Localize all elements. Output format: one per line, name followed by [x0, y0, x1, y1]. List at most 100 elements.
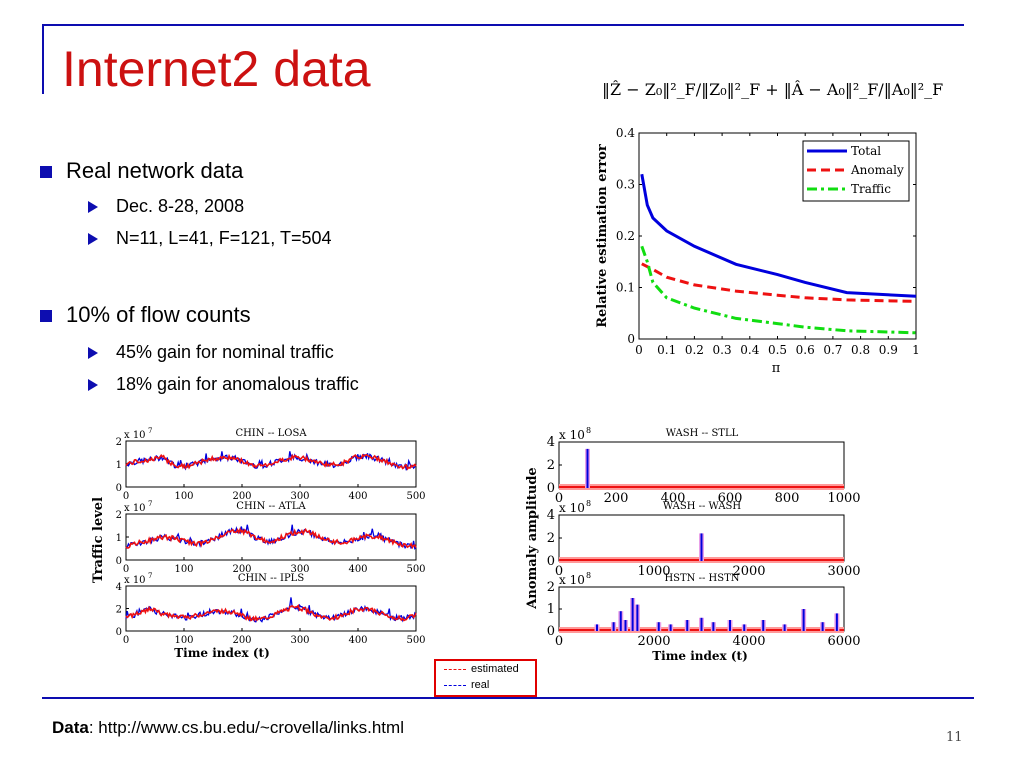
x-tick-label: 200: [232, 635, 251, 646]
x-tick-label: 100: [174, 491, 193, 502]
sub-bullet-item: 18% gain for anomalous traffic: [88, 374, 359, 395]
bullet-item: Real network data: [40, 158, 243, 184]
x-tick-label: 2000: [637, 634, 670, 649]
estimated-series-line: [125, 527, 417, 550]
y-tick-label: 2: [116, 605, 122, 616]
panel-title: HSTN -- HSTN: [664, 573, 739, 584]
legend-item-real: real: [444, 679, 489, 691]
x-tick-label: 200: [232, 491, 251, 502]
x-tick-label: 300: [290, 491, 309, 502]
y-tick-label: 0.3: [616, 178, 635, 192]
x-tick-label: 400: [661, 491, 686, 506]
exponent-power: 8: [586, 571, 591, 580]
x-tick-label: 0: [123, 564, 129, 575]
panel-frame: [125, 513, 417, 561]
y-axis-label: Anomaly amplitude: [525, 467, 540, 609]
y-tick-label: 2: [116, 437, 122, 448]
x-tick-label: 0: [123, 491, 129, 502]
arrow-bullet-icon: [88, 233, 98, 246]
left-rule: [42, 24, 44, 94]
series-line-traffic: [640, 245, 917, 335]
slide-title: Internet2 data: [62, 41, 371, 97]
bullet-text: 10% of flow counts: [66, 302, 251, 327]
x-tick-label: 0.1: [657, 343, 676, 357]
y-tick-label: 0: [547, 554, 555, 569]
estimated-series-line: [125, 603, 417, 622]
y-tick-label: 0.2: [616, 229, 635, 243]
arrow-bullet-icon: [88, 347, 98, 360]
x-tick-label: 100: [174, 635, 193, 646]
panel-frame: [558, 514, 845, 562]
chart-legend: [802, 140, 910, 202]
y-tick-label: 1: [116, 533, 122, 544]
x-axis-label: Time index (t): [174, 646, 270, 660]
x-tick-label: 4000: [732, 634, 765, 649]
plot-frame: [638, 132, 917, 340]
x-tick-label: 0.9: [879, 343, 898, 357]
bottom-rule: [42, 697, 974, 699]
bullet-item: 10% of flow counts: [40, 302, 251, 328]
exponent-label: x 10: [559, 501, 585, 515]
legend-item-estimated: estimated: [444, 663, 519, 675]
x-axis-label: Time index (t): [652, 649, 748, 663]
real-series-line: [125, 597, 417, 623]
x-tick-label: 0: [555, 491, 563, 506]
x-tick-label: 500: [406, 635, 425, 646]
exponent-label: x 10: [559, 573, 585, 587]
x-tick-label: 0.8: [851, 343, 870, 357]
sub-bullet-text: Dec. 8-28, 2008: [116, 196, 245, 216]
y-tick-label: 1: [547, 602, 555, 617]
y-tick-label: 1: [116, 460, 122, 471]
x-tick-label: 0: [123, 635, 129, 646]
x-tick-label: 100: [174, 564, 193, 575]
square-bullet-icon: [40, 310, 52, 323]
x-tick-label: 0.7: [823, 343, 842, 357]
sub-bullet-item: N=11, L=41, F=121, T=504: [88, 228, 332, 249]
y-tick-label: 0: [547, 624, 555, 639]
x-tick-label: 400: [348, 564, 367, 575]
sub-bullet-item: Dec. 8-28, 2008: [88, 196, 244, 217]
x-tick-label: 0.4: [740, 343, 759, 357]
x-tick-label: 2000: [732, 564, 765, 579]
panel-title: CHIN -- ATLA: [236, 501, 306, 512]
series-line-total: [640, 173, 917, 298]
top-rule: [44, 24, 964, 26]
y-tick-label: 0.4: [616, 126, 635, 140]
y-tick-label: 0: [116, 556, 122, 567]
y-tick-label: 2: [547, 458, 555, 473]
x-axis-label: π: [772, 361, 781, 376]
x-tick-label: 400: [348, 635, 367, 646]
y-tick-label: 0: [547, 481, 555, 496]
y-tick-label: 4: [547, 435, 555, 450]
footer-url[interactable]: : http://www.cs.bu.edu/~crovella/links.h…: [88, 718, 404, 737]
x-tick-label: 400: [348, 491, 367, 502]
panel-title: WASH -- WASH: [663, 501, 742, 512]
x-tick-label: 0: [635, 343, 643, 357]
footer-label: Data: [52, 718, 89, 737]
exponent-power: 7: [148, 500, 152, 508]
x-tick-label: 1000: [827, 491, 860, 506]
x-tick-label: 800: [775, 491, 800, 506]
legend-label: estimated: [471, 663, 519, 675]
panel-frame: [125, 585, 417, 632]
real-series-line: [125, 451, 417, 471]
y-tick-label: 0: [116, 627, 122, 638]
estimated-series-line: [125, 453, 417, 471]
footer-source: Data: http://www.cs.bu.edu/~crovella/lin…: [52, 718, 404, 738]
panel-title: CHIN -- IPLS: [238, 573, 305, 584]
error-formula: ‖Ẑ − Z₀‖²_F/‖Z₀‖²_F + ‖Â − A₀‖²_F/‖A₀‖²_…: [602, 80, 944, 99]
y-tick-label: 0: [627, 332, 635, 346]
sub-bullet-text: 18% gain for anomalous traffic: [116, 374, 359, 394]
x-tick-label: 1: [912, 343, 920, 357]
x-tick-label: 300: [290, 564, 309, 575]
panel-title: CHIN -- LOSA: [235, 428, 307, 439]
y-tick-label: 2: [547, 531, 555, 546]
x-tick-label: 500: [406, 564, 425, 575]
estimated-real-legend: estimated real: [434, 659, 537, 697]
series-line-anomaly: [641, 262, 917, 303]
x-tick-label: 0.2: [685, 343, 704, 357]
panel-frame: [558, 441, 845, 489]
y-tick-label: 4: [116, 582, 122, 593]
real-series-line: [125, 524, 417, 550]
exponent-label: x 10: [124, 575, 146, 586]
